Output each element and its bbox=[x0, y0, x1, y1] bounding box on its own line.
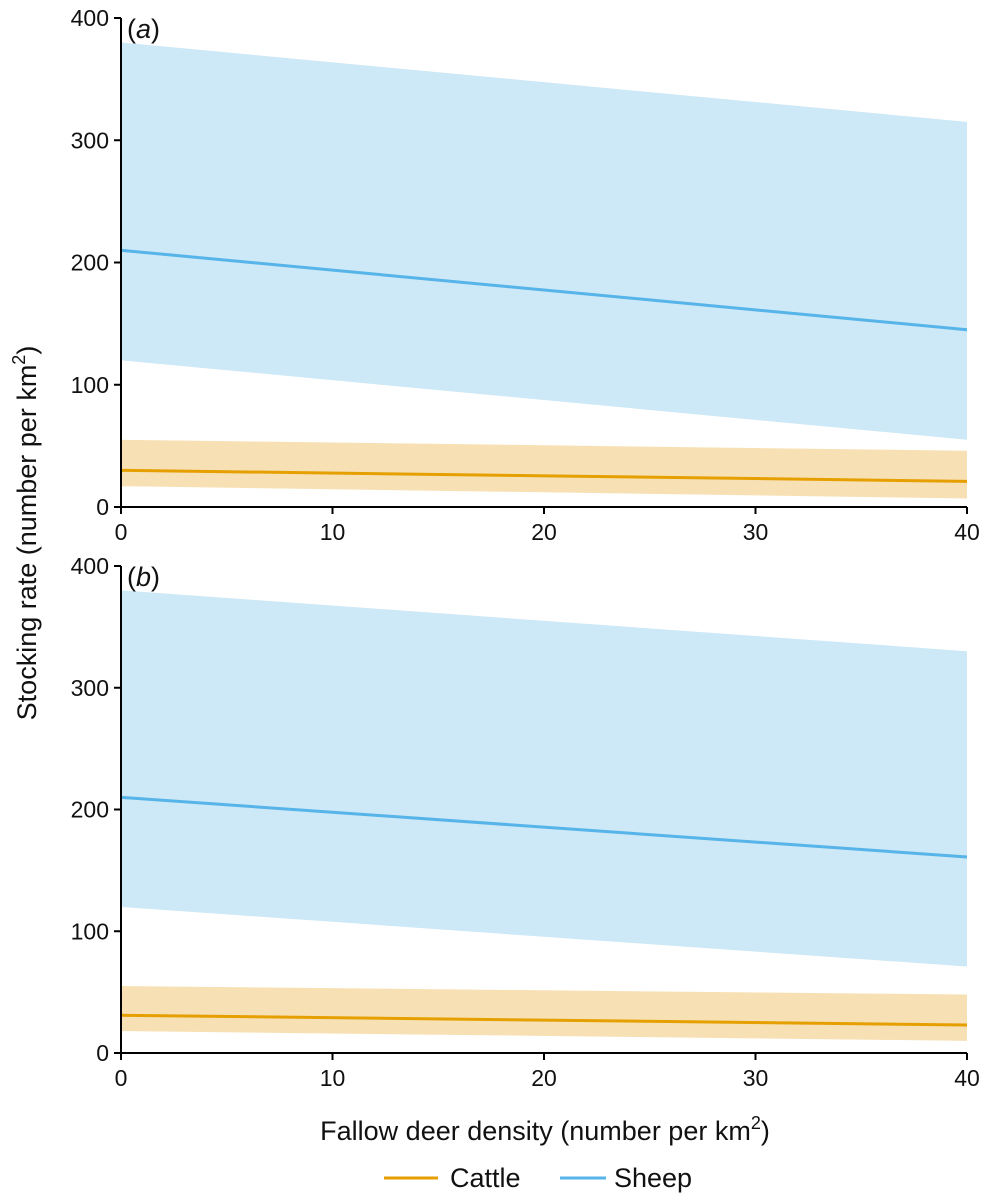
panel-b-x-tick-label: 40 bbox=[954, 1065, 980, 1091]
panel-a-sheep-ci-band bbox=[121, 42, 967, 440]
panel-b-y-tick-label: 300 bbox=[71, 675, 109, 701]
panel-b-label: (b) bbox=[127, 562, 160, 592]
panel-a-y-tick-label: 0 bbox=[96, 494, 109, 520]
panel-a-y-tick-label: 200 bbox=[71, 250, 109, 276]
panel-a-sheep-line bbox=[120, 248, 968, 332]
panel-b-sheep-line bbox=[120, 795, 968, 859]
panel-b-cattle-ci-band bbox=[121, 986, 967, 1041]
panel-a: 0 100 200 300 400 0 10 20 30 40 (a) bbox=[71, 5, 980, 545]
legend: Cattle Sheep bbox=[384, 1163, 692, 1193]
panel-a-cattle-line bbox=[120, 468, 968, 483]
panel-b-y-tick-label: 0 bbox=[96, 1040, 109, 1066]
panel-a-label: (a) bbox=[127, 14, 160, 44]
panel-a-x-tick-label: 30 bbox=[743, 519, 769, 545]
panel-b-y-tick-label: 400 bbox=[71, 553, 109, 579]
panel-b-x-tick-label: 0 bbox=[115, 1065, 128, 1091]
panel-b-sheep-ci-band bbox=[121, 590, 967, 967]
panel-b: 0 100 200 300 400 0 10 20 30 40 (b) bbox=[71, 553, 980, 1091]
y-axis-title: Stocking rate (number per km2) bbox=[9, 346, 42, 721]
panel-b-y-tick-label: 200 bbox=[71, 797, 109, 823]
panel-a-cattle-ci-band bbox=[121, 439, 967, 499]
panel-b-x-tick-label: 10 bbox=[320, 1065, 346, 1091]
panel-a-x-tick-label: 40 bbox=[954, 519, 980, 545]
panel-b-cattle-line bbox=[120, 1013, 968, 1027]
panel-b-x-tick-label: 20 bbox=[531, 1065, 557, 1091]
panel-a-x-tick-label: 0 bbox=[115, 519, 128, 545]
legend-label-cattle: Cattle bbox=[450, 1163, 521, 1193]
panel-a-x-tick-label: 20 bbox=[531, 519, 557, 545]
panel-a-y-tick-label: 100 bbox=[71, 372, 109, 398]
panel-a-y-tick-label: 400 bbox=[71, 5, 109, 31]
panel-b-x-tick-label: 30 bbox=[743, 1065, 769, 1091]
panel-b-y-tick-label: 100 bbox=[71, 918, 109, 944]
panel-a-x-tick-label: 10 bbox=[320, 519, 346, 545]
legend-label-sheep: Sheep bbox=[614, 1163, 692, 1193]
panel-a-y-tick-label: 300 bbox=[71, 127, 109, 153]
x-axis-title: Fallow deer density (number per km2) bbox=[320, 1113, 770, 1146]
